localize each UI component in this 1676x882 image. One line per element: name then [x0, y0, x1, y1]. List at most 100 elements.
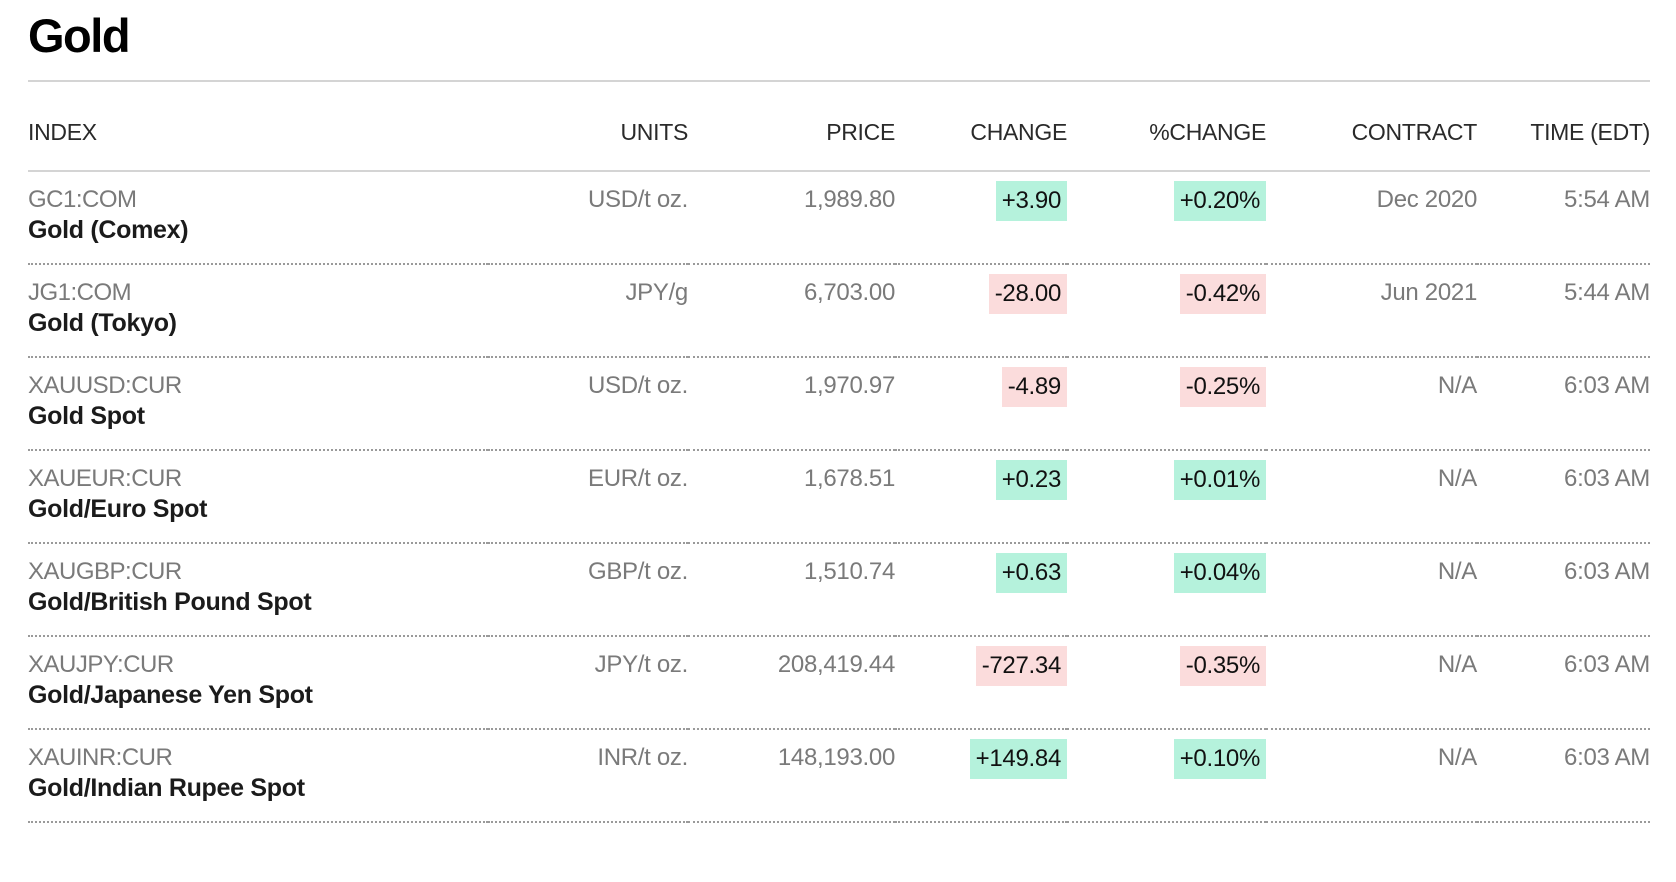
header-pct-change: %CHANGE	[1067, 82, 1266, 172]
ticker-symbol[interactable]: XAUINR:CUR	[28, 744, 173, 771]
price-value: 1,678.51	[803, 465, 895, 492]
index-cell: XAUEUR:CUR Gold/Euro Spot	[28, 450, 488, 544]
change-badge: -28.00	[988, 274, 1067, 314]
contract-value: Dec 2020	[1376, 186, 1478, 213]
change-cell: -4.89	[895, 357, 1067, 451]
table-header: INDEX UNITS PRICE CHANGE %CHANGE CONTRAC…	[28, 82, 1650, 172]
header-units: UNITS	[488, 82, 688, 172]
price-cell: 208,419.44	[688, 636, 895, 730]
time-value: 5:54 AM	[1564, 186, 1650, 213]
ticker-symbol[interactable]: XAUUSD:CUR	[28, 372, 182, 399]
contract-cell: Jun 2021	[1266, 264, 1478, 358]
time-cell: 6:03 AM	[1477, 729, 1650, 823]
instrument-name[interactable]: Gold/Indian Rupee Spot	[28, 774, 305, 802]
contract-value: Jun 2021	[1380, 279, 1478, 306]
units-cell: JPY/g	[488, 264, 688, 358]
index-cell: XAUGBP:CUR Gold/British Pound Spot	[28, 543, 488, 637]
instrument-name[interactable]: Gold Spot	[28, 402, 145, 430]
ticker-symbol[interactable]: JG1:COM	[28, 279, 132, 306]
instrument-name[interactable]: Gold/British Pound Spot	[28, 588, 312, 616]
time-cell: 6:03 AM	[1477, 450, 1650, 544]
pct-change-badge: -0.42%	[1179, 274, 1266, 314]
table-row[interactable]: GC1:COM Gold (Comex) USD/t oz. 1,989.80 …	[28, 171, 1650, 265]
price-value: 1,989.80	[803, 186, 895, 213]
pct-change-badge: +0.01%	[1173, 460, 1266, 500]
table-row[interactable]: XAUGBP:CUR Gold/British Pound Spot GBP/t…	[28, 543, 1650, 637]
page-title: Gold	[28, 0, 1650, 82]
time-value: 6:03 AM	[1564, 744, 1650, 771]
change-cell: +3.90	[895, 171, 1067, 265]
time-value: 6:03 AM	[1564, 372, 1650, 399]
contract-cell: N/A	[1266, 636, 1477, 730]
time-cell: 6:03 AM	[1477, 543, 1650, 637]
price-cell: 1,678.51	[688, 450, 895, 544]
header-price: PRICE	[688, 82, 895, 172]
units-cell: USD/t oz.	[488, 171, 688, 265]
units-value: JPY/g	[625, 279, 688, 306]
time-cell: 6:03 AM	[1477, 636, 1650, 730]
change-badge: -4.89	[1001, 367, 1067, 407]
change-badge: -727.34	[975, 646, 1067, 686]
table-body: GC1:COM Gold (Comex) USD/t oz. 1,989.80 …	[28, 171, 1650, 823]
change-badge: +3.90	[995, 181, 1067, 221]
ticker-symbol[interactable]: XAUGBP:CUR	[28, 558, 182, 585]
change-cell: -727.34	[895, 636, 1067, 730]
pct-change-cell: -0.35%	[1067, 636, 1266, 730]
index-cell: XAUUSD:CUR Gold Spot	[28, 357, 488, 451]
index-cell: XAUINR:CUR Gold/Indian Rupee Spot	[28, 729, 488, 823]
contract-cell: N/A	[1266, 357, 1477, 451]
time-value: 6:03 AM	[1564, 465, 1650, 492]
ticker-symbol[interactable]: XAUEUR:CUR	[28, 465, 182, 492]
table-row[interactable]: XAUJPY:CUR Gold/Japanese Yen Spot JPY/t …	[28, 636, 1650, 730]
instrument-name[interactable]: Gold/Japanese Yen Spot	[28, 681, 313, 709]
change-badge: +0.23	[995, 460, 1067, 500]
contract-value: N/A	[1437, 465, 1477, 492]
time-value: 5:44 AM	[1564, 279, 1650, 306]
contract-cell: Dec 2020	[1266, 171, 1478, 265]
instrument-name[interactable]: Gold (Comex)	[28, 216, 189, 244]
time-cell: 6:03 AM	[1477, 357, 1650, 451]
pct-change-badge: -0.25%	[1179, 367, 1266, 407]
quotes-table: INDEX UNITS PRICE CHANGE %CHANGE CONTRAC…	[28, 82, 1650, 823]
header-change: CHANGE	[895, 82, 1067, 172]
index-cell: GC1:COM Gold (Comex)	[28, 171, 488, 265]
price-value: 208,419.44	[777, 651, 895, 678]
time-cell: 5:54 AM	[1477, 171, 1650, 265]
table-row[interactable]: XAUEUR:CUR Gold/Euro Spot EUR/t oz. 1,67…	[28, 450, 1650, 544]
table-row[interactable]: XAUUSD:CUR Gold Spot USD/t oz. 1,970.97 …	[28, 357, 1650, 451]
pct-change-badge: +0.20%	[1173, 181, 1266, 221]
units-value: USD/t oz.	[588, 372, 688, 399]
change-badge: +149.84	[969, 739, 1067, 779]
units-cell: INR/t oz.	[488, 729, 688, 823]
price-value: 1,510.74	[803, 558, 895, 585]
header-row: INDEX UNITS PRICE CHANGE %CHANGE CONTRAC…	[28, 82, 1650, 172]
price-cell: 1,970.97	[688, 357, 895, 451]
units-value: INR/t oz.	[597, 744, 688, 771]
instrument-name[interactable]: Gold (Tokyo)	[28, 309, 177, 337]
units-value: USD/t oz.	[588, 186, 688, 213]
header-contract: CONTRACT	[1266, 82, 1477, 172]
pct-change-badge: -0.35%	[1179, 646, 1266, 686]
change-badge: +0.63	[995, 553, 1067, 593]
contract-value: N/A	[1437, 744, 1477, 771]
units-cell: EUR/t oz.	[488, 450, 688, 544]
change-cell: +0.63	[895, 543, 1067, 637]
pct-change-cell: +0.20%	[1067, 171, 1266, 265]
change-cell: +149.84	[895, 729, 1067, 823]
pct-change-cell: -0.42%	[1067, 264, 1266, 358]
units-cell: GBP/t oz.	[488, 543, 688, 637]
header-index: INDEX	[28, 82, 488, 172]
pct-change-cell: -0.25%	[1067, 357, 1266, 451]
price-cell: 1,510.74	[688, 543, 895, 637]
ticker-symbol[interactable]: GC1:COM	[28, 186, 137, 213]
pct-change-cell: +0.04%	[1067, 543, 1266, 637]
table-row[interactable]: JG1:COM Gold (Tokyo) JPY/g 6,703.00 -28.…	[28, 264, 1650, 358]
table-row[interactable]: XAUINR:CUR Gold/Indian Rupee Spot INR/t …	[28, 729, 1650, 823]
index-cell: XAUJPY:CUR Gold/Japanese Yen Spot	[28, 636, 488, 730]
ticker-symbol[interactable]: XAUJPY:CUR	[28, 651, 174, 678]
contract-value: N/A	[1437, 651, 1477, 678]
time-value: 6:03 AM	[1564, 651, 1650, 678]
instrument-name[interactable]: Gold/Euro Spot	[28, 495, 208, 523]
price-value: 6,703.00	[803, 279, 895, 306]
pct-change-cell: +0.10%	[1067, 729, 1266, 823]
